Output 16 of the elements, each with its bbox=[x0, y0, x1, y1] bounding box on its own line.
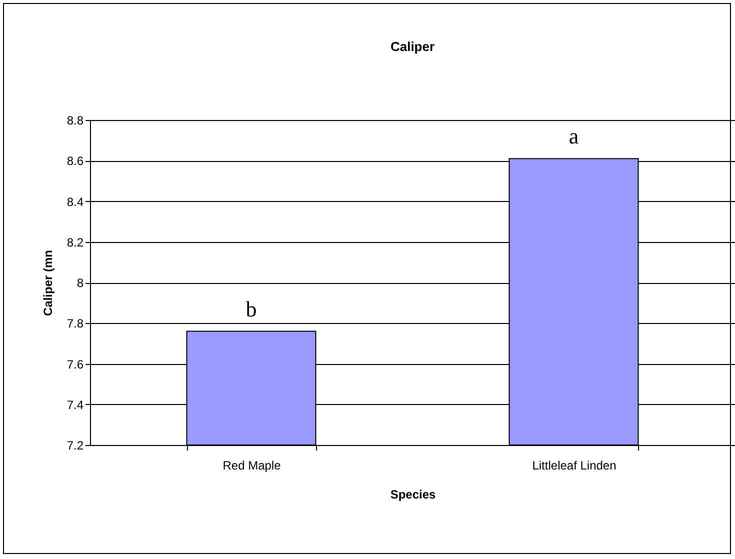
y-tick-label: 8.6 bbox=[66, 154, 84, 168]
y-tick-label: 7.4 bbox=[66, 398, 84, 412]
x-tick-label: Red Maple bbox=[222, 458, 282, 472]
y-tick-label: 7.6 bbox=[66, 357, 84, 372]
y-axis-title: Caliper (mn bbox=[40, 250, 55, 316]
y-tick-label: 8.8 bbox=[66, 114, 84, 128]
y-tick-label: 8.2 bbox=[66, 235, 84, 250]
y-tick-label: 7.8 bbox=[66, 316, 84, 331]
annotation: b bbox=[246, 296, 257, 322]
x-tick-label: Littleleaf Linden bbox=[532, 458, 616, 472]
chart-title: Caliper bbox=[390, 39, 435, 54]
x-axis-title: Species bbox=[390, 488, 436, 502]
y-tick-label: 7.2 bbox=[66, 438, 84, 452]
y-tick-label: 8.4 bbox=[66, 194, 84, 209]
y-tick-label: 8 bbox=[76, 276, 84, 290]
annotation: a bbox=[568, 124, 579, 149]
